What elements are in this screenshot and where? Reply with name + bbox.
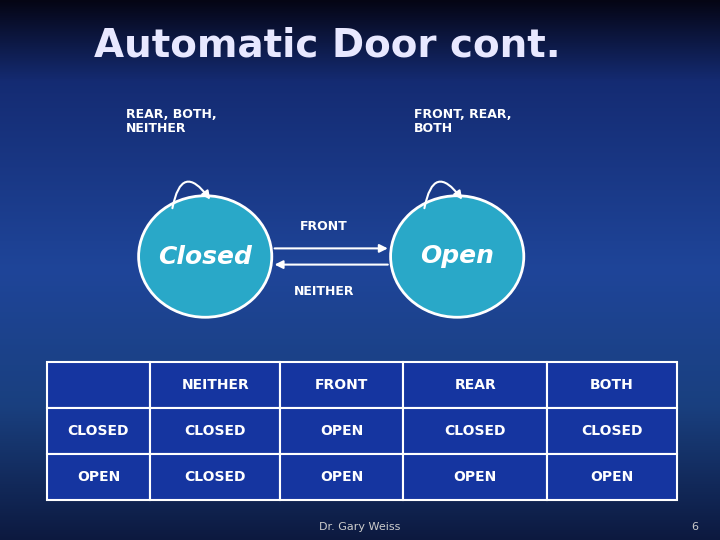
Bar: [280, 362, 403, 408]
Bar: [546, 408, 677, 454]
FancyArrowPatch shape: [424, 181, 461, 208]
FancyArrowPatch shape: [277, 261, 388, 268]
Bar: [47, 454, 150, 500]
Bar: [280, 408, 403, 454]
Text: FRONT, REAR,
BOTH: FRONT, REAR, BOTH: [414, 107, 511, 136]
Bar: [150, 362, 280, 408]
Bar: [403, 362, 546, 408]
Text: OPEN: OPEN: [590, 470, 634, 483]
Text: CLOSED: CLOSED: [444, 424, 506, 437]
Text: CLOSED: CLOSED: [184, 424, 246, 437]
Text: Dr. Gary Weiss: Dr. Gary Weiss: [319, 522, 401, 531]
Text: OPEN: OPEN: [320, 424, 364, 437]
Bar: [546, 454, 677, 500]
Text: OPEN: OPEN: [454, 470, 497, 483]
Bar: [280, 454, 403, 500]
Bar: [150, 454, 280, 500]
FancyArrowPatch shape: [172, 181, 209, 208]
Bar: [47, 362, 150, 408]
Text: CLOSED: CLOSED: [68, 424, 129, 437]
Text: 6: 6: [691, 522, 698, 531]
Ellipse shape: [138, 195, 271, 317]
Text: OPEN: OPEN: [77, 470, 120, 483]
Ellipse shape: [391, 195, 523, 317]
Text: NEITHER: NEITHER: [181, 378, 249, 392]
Text: REAR: REAR: [454, 378, 496, 392]
Bar: [150, 408, 280, 454]
Bar: [47, 408, 150, 454]
Bar: [403, 408, 546, 454]
Bar: [546, 362, 677, 408]
Text: NEITHER: NEITHER: [294, 285, 354, 298]
Text: FRONT: FRONT: [300, 220, 348, 233]
FancyArrowPatch shape: [274, 245, 385, 252]
Text: FRONT: FRONT: [315, 378, 369, 392]
Text: BOTH: BOTH: [590, 378, 634, 392]
Text: Closed: Closed: [158, 245, 252, 268]
Bar: [403, 454, 546, 500]
Text: CLOSED: CLOSED: [184, 470, 246, 483]
Text: REAR, BOTH,
NEITHER: REAR, BOTH, NEITHER: [126, 107, 217, 136]
Text: CLOSED: CLOSED: [581, 424, 642, 437]
Text: OPEN: OPEN: [320, 470, 364, 483]
Text: Automatic Door cont.: Automatic Door cont.: [94, 27, 560, 65]
Text: Open: Open: [420, 245, 494, 268]
